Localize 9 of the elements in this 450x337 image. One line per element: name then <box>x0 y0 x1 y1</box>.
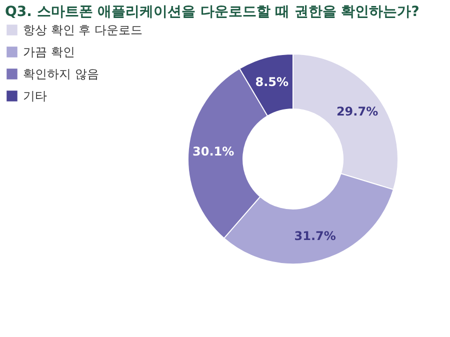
data-label: 31.7% <box>294 228 336 243</box>
legend-label: 기타 <box>23 89 47 103</box>
legend-label: 확인하지 않음 <box>23 67 99 81</box>
data-label: 29.7% <box>336 104 378 118</box>
data-label: 8.5% <box>255 74 289 89</box>
legend-label: 가끔 확인 <box>23 45 75 59</box>
legend-label: 항상 확인 후 다운로드 <box>23 23 142 37</box>
chart-title: Q3. 스마트폰 애플리케이션을 다운로드할 때 권한을 확인하는가? <box>5 4 420 20</box>
data-label: 30.1% <box>192 144 234 159</box>
